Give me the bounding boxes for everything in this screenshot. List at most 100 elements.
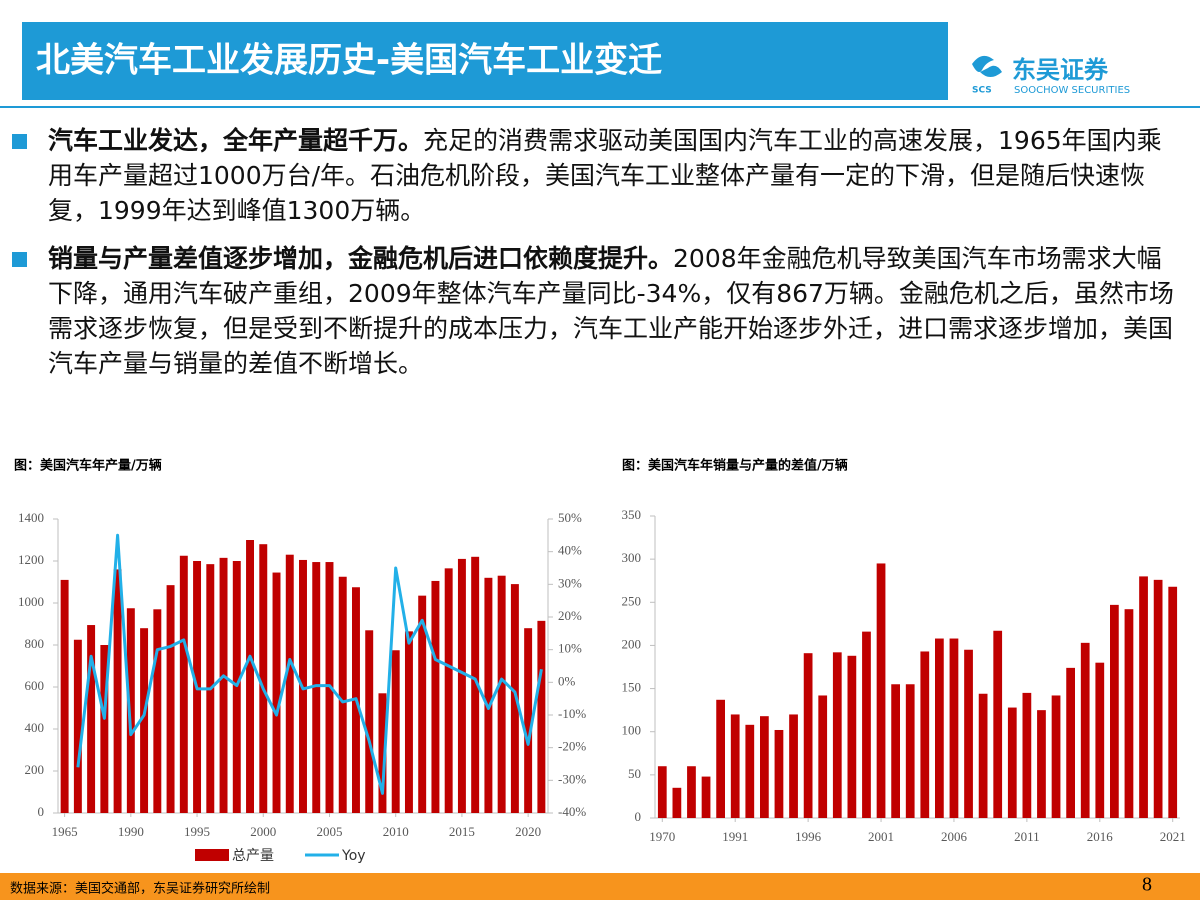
x-tick-label: 1991	[722, 829, 748, 844]
bullet-text: 充足的消费需求驱动美国国内汽车工业的高速发展，1965年国内乘用车产量超过100…	[48, 126, 1162, 225]
bar	[1139, 576, 1148, 818]
bar	[418, 595, 427, 813]
page-number: 8	[1142, 874, 1152, 896]
x-tick-label: 2021	[1160, 829, 1186, 844]
y2-tick-label: -40%	[558, 804, 586, 819]
bar	[1007, 707, 1017, 818]
x-tick-label: 1990	[118, 824, 144, 839]
x-tick-label: 2015	[449, 824, 475, 839]
bar	[876, 563, 886, 818]
legend-label: Yoy	[341, 848, 366, 864]
bullet-bold: 汽车工业发达，全年产量超千万。	[48, 126, 424, 155]
x-tick-label: 2020	[515, 824, 541, 839]
bar	[905, 684, 915, 818]
bar	[444, 568, 453, 813]
y-tick-label: 150	[622, 680, 642, 695]
bar	[1124, 609, 1134, 818]
y2-tick-label: 50%	[558, 510, 582, 525]
bar	[862, 631, 871, 818]
chart-title: 图：美国汽车年产量/万辆	[14, 458, 162, 474]
x-tick-label: 1995	[184, 824, 210, 839]
bullet-marker	[12, 252, 27, 267]
logo-en: SOOCHOW SECURITIES	[1014, 85, 1130, 96]
bullet-bold: 销量与产量差值逐步增加，金融危机后进口依赖度提升。	[48, 244, 674, 273]
bar	[510, 584, 519, 813]
y-tick-label: 50	[628, 766, 641, 781]
bar	[687, 766, 696, 818]
x-tick-label: 2006	[941, 829, 968, 844]
y2-tick-label: 40%	[558, 543, 582, 558]
bar	[920, 651, 930, 818]
y-tick-label: 1200	[18, 552, 44, 567]
bar	[745, 724, 755, 818]
bar	[1080, 642, 1090, 818]
bar	[847, 655, 857, 818]
y-tick-label: 400	[25, 720, 45, 735]
bullet: 汽车工业发达，全年产量超千万。充足的消费需求驱动美国国内汽车工业的高速发展，19…	[48, 123, 1183, 228]
bar	[730, 714, 740, 818]
bar	[87, 625, 96, 813]
bar	[832, 652, 842, 818]
bar	[312, 562, 321, 813]
bar	[716, 699, 725, 818]
bar	[140, 628, 149, 813]
bar	[113, 569, 122, 813]
y2-tick-label: -30%	[558, 771, 586, 786]
bar	[1153, 579, 1163, 818]
y-tick-label: 0	[38, 804, 45, 819]
y-tick-label: 800	[25, 636, 45, 651]
bar	[391, 650, 400, 813]
bar	[259, 544, 268, 813]
y2-tick-label: -10%	[558, 706, 586, 721]
logo-icon	[972, 55, 1002, 77]
chart-title: 图：美国汽车年销量与产量的差值/万辆	[622, 458, 848, 474]
bar	[73, 639, 82, 813]
bar	[891, 684, 900, 818]
y-tick-label: 600	[25, 678, 45, 693]
bar	[964, 649, 973, 818]
bar	[246, 540, 254, 813]
bar	[272, 572, 281, 813]
y2-tick-label: 10%	[558, 641, 582, 656]
x-tick-label: 2000	[250, 824, 276, 839]
bar	[404, 631, 413, 813]
bar	[1110, 604, 1119, 818]
legend-swatch	[195, 849, 229, 861]
bar	[1037, 710, 1046, 818]
bar	[1095, 662, 1105, 818]
y2-tick-label: -20%	[558, 739, 586, 754]
y-tick-label: 200	[25, 762, 45, 777]
bar	[935, 638, 944, 818]
header-title: 北美汽车工业发展历史-美国汽车工业变迁	[36, 41, 662, 81]
x-tick-label: 2010	[383, 824, 409, 839]
bar	[179, 555, 188, 813]
bullet: 销量与产量差值逐步增加，金融危机后进口依赖度提升。2008年金融危机导致美国汽车…	[48, 241, 1183, 381]
bar	[789, 714, 798, 818]
bar	[365, 630, 374, 813]
bar	[672, 787, 682, 818]
bar	[803, 653, 813, 818]
y2-tick-label: 0%	[558, 673, 576, 688]
bar	[378, 693, 387, 813]
logo: 东吴证券 SCS SOOCHOW SECURITIES	[972, 55, 1130, 96]
bullet-marker	[12, 134, 27, 149]
y-tick-label: 100	[622, 723, 642, 738]
bar	[1066, 667, 1075, 818]
bar	[285, 554, 294, 813]
bar	[338, 576, 347, 813]
x-tick-label: 2005	[316, 824, 342, 839]
x-tick-label: 2011	[1014, 829, 1040, 844]
y-tick-label: 200	[622, 636, 642, 651]
bar	[537, 620, 546, 813]
bar	[497, 575, 506, 813]
bar	[457, 558, 466, 813]
y-tick-label: 1000	[18, 594, 44, 609]
bar	[1022, 692, 1032, 818]
bar	[126, 608, 135, 813]
header-bar	[22, 22, 948, 100]
bullet-text: 2008年金融危机导致美国汽车市场需求大幅下降，通用汽车破产重组，2009年整体…	[48, 244, 1174, 378]
bar	[774, 729, 784, 818]
x-tick-label: 1965	[52, 824, 78, 839]
